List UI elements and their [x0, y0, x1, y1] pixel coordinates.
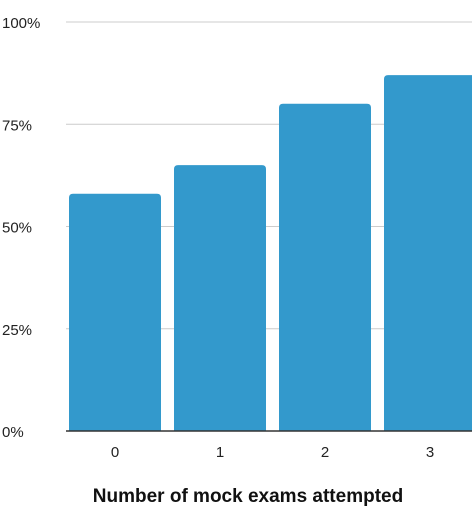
bar-3 [384, 75, 472, 431]
x-tick-label: 1 [216, 444, 224, 461]
y-tick-label: 100% [2, 15, 40, 32]
x-axis-title: Number of mock exams attempted [93, 486, 403, 507]
y-tick-label: 0% [2, 424, 24, 441]
y-tick-label: 50% [2, 220, 32, 237]
y-tick-label: 25% [2, 322, 32, 339]
x-tick-label: 2 [321, 444, 329, 461]
y-axis-tick-labels: 0% 25% 50% 75% 100% [2, 15, 40, 441]
x-tick-label: 0 [111, 444, 119, 461]
y-tick-label: 75% [2, 117, 32, 134]
x-tick-label: 3 [426, 444, 434, 461]
bar-1 [174, 165, 266, 431]
bar-0 [69, 193, 161, 431]
bar-2 [279, 103, 371, 432]
x-axis-tick-labels: 0 1 2 3 [111, 444, 434, 461]
bars [69, 75, 472, 432]
